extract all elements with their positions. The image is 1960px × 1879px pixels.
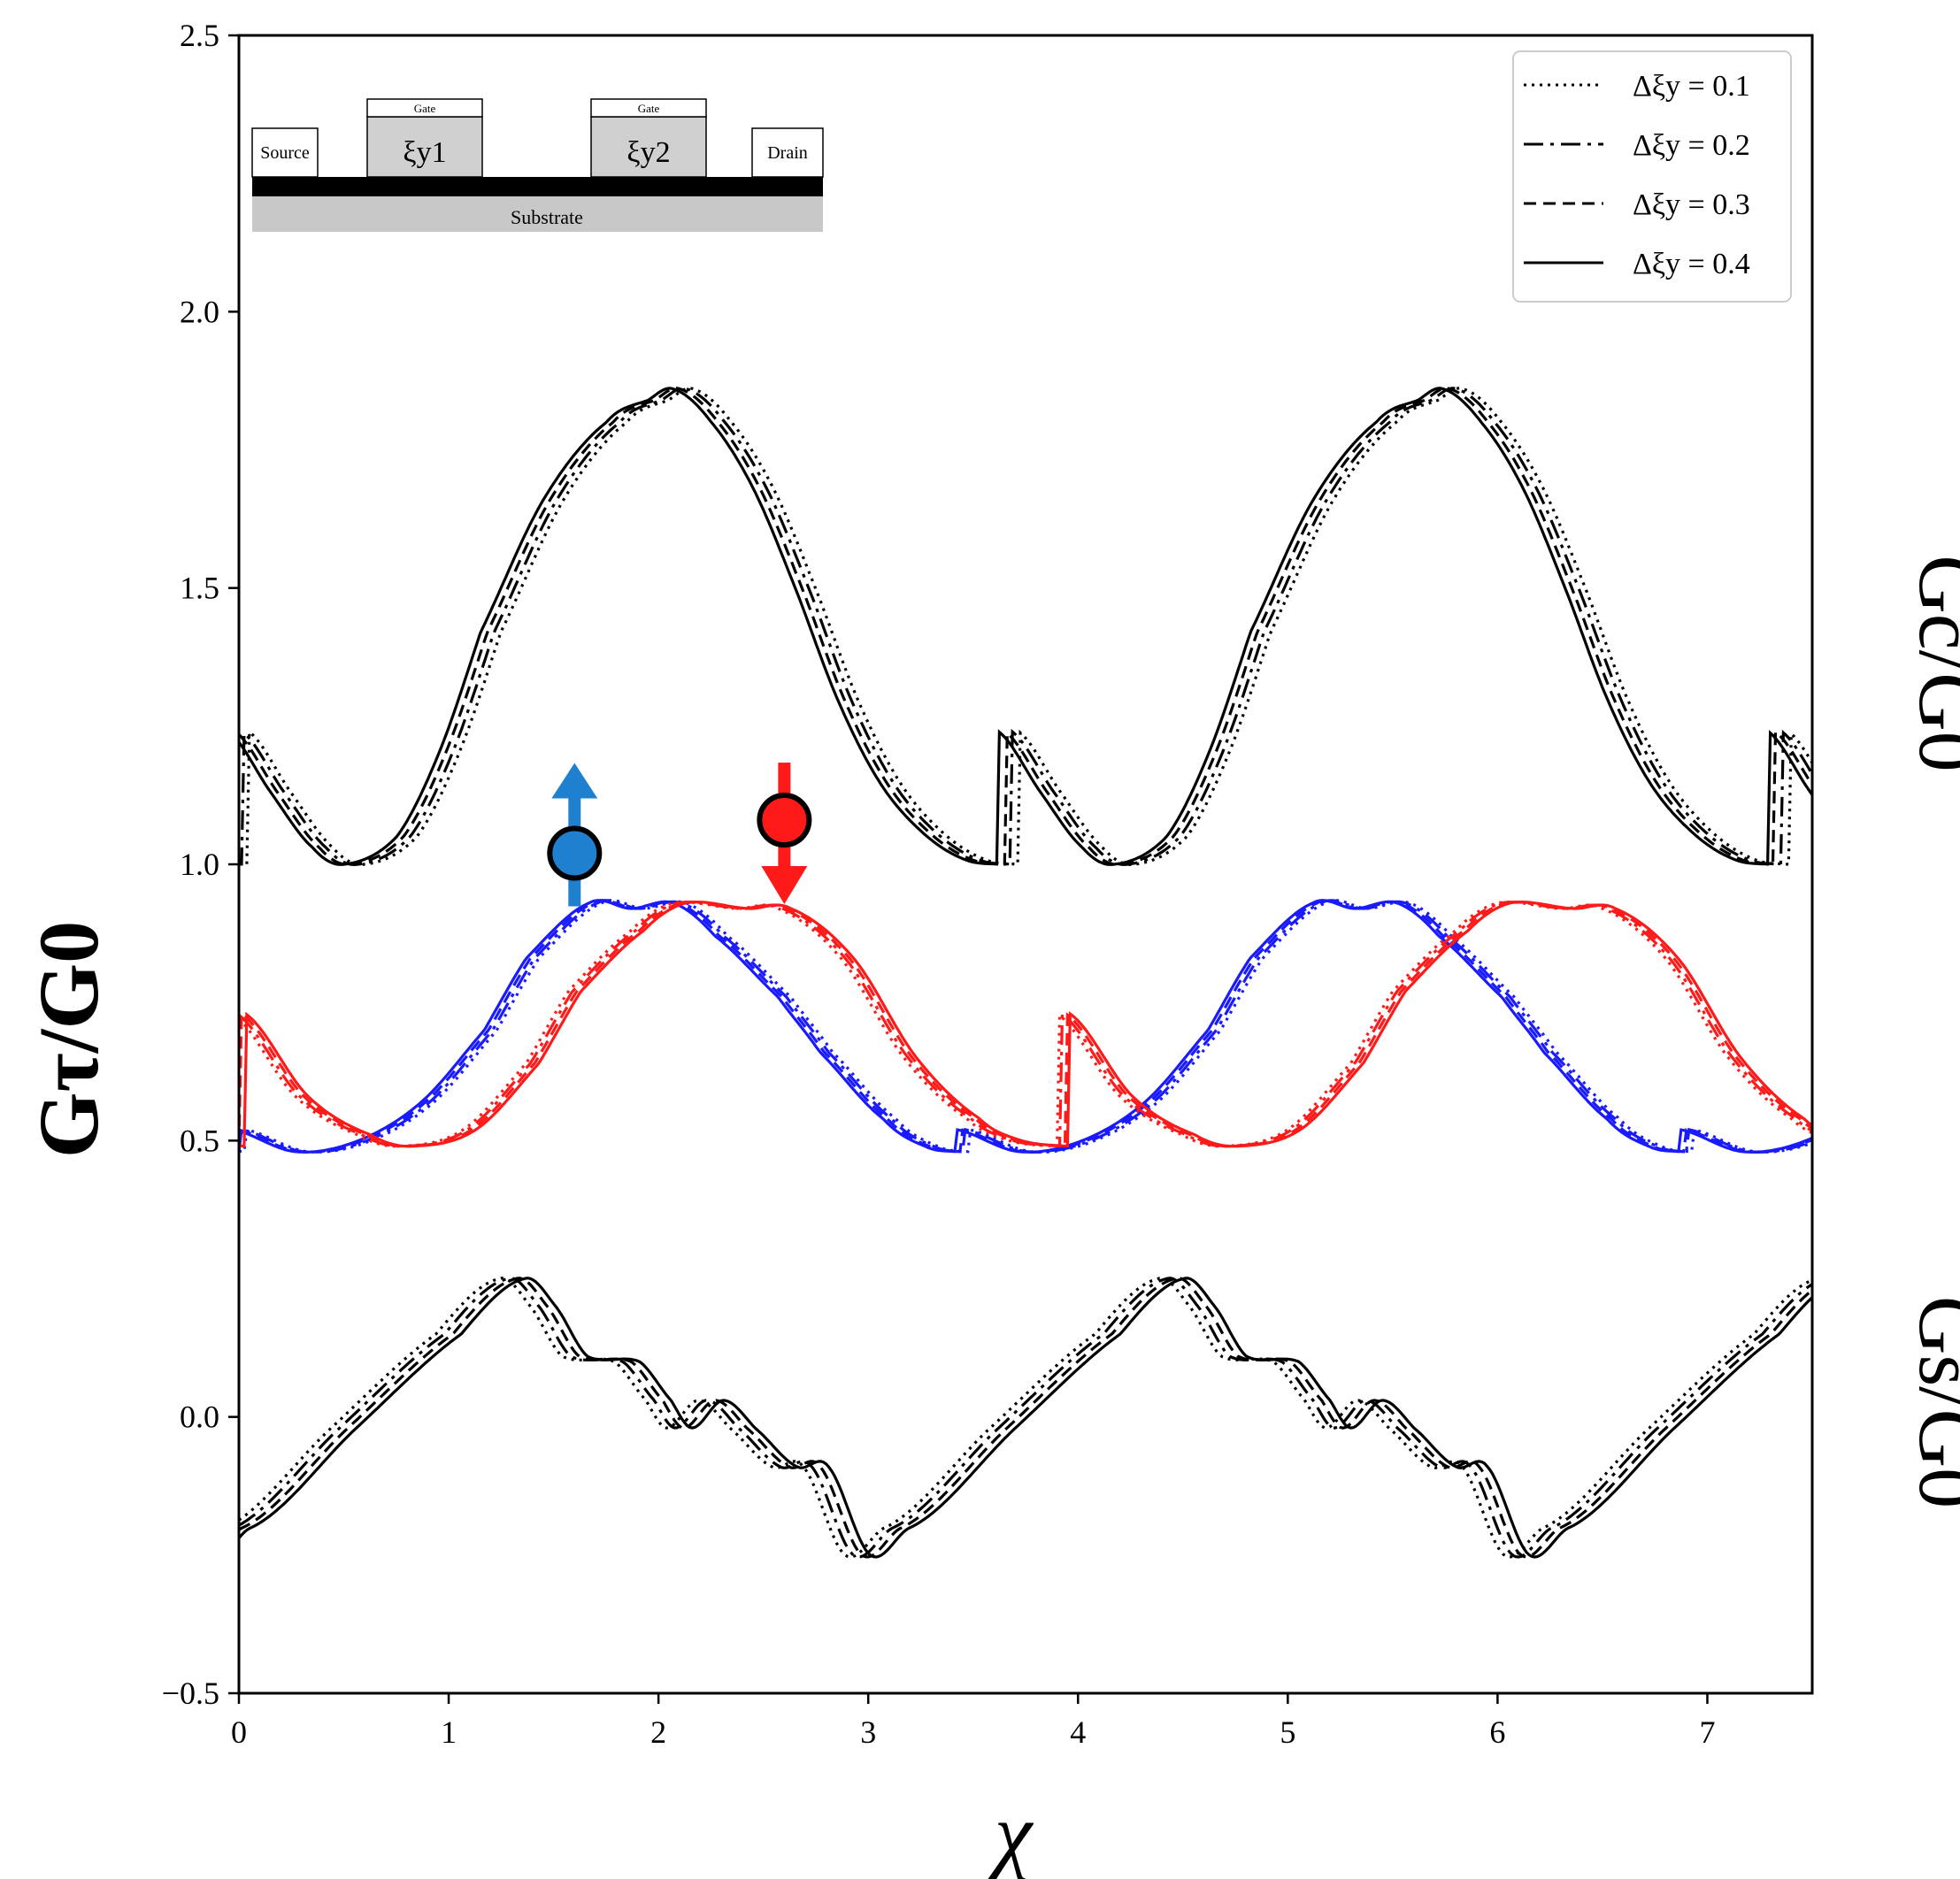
y-tick-label: −0.5 bbox=[162, 1676, 219, 1711]
legend-label-2: Δξy = 0.3 bbox=[1633, 188, 1750, 221]
series-lines bbox=[239, 387, 1812, 1559]
y-tick-label: 0.0 bbox=[180, 1400, 219, 1435]
inset-drain bbox=[751, 127, 824, 178]
right-label-gs: Gs/G0 bbox=[1902, 1296, 1960, 1508]
series-line bbox=[239, 387, 1812, 867]
series-line bbox=[239, 901, 1812, 1148]
legend: Δξy = 0.1 Δξy = 0.2 Δξy = 0.3 Δξy = 0.4 bbox=[1512, 50, 1792, 303]
x-tick-label: 5 bbox=[1280, 1714, 1295, 1750]
y-tick-label: 1.5 bbox=[180, 571, 219, 606]
x-tick-label: 3 bbox=[860, 1714, 876, 1750]
x-tick-label: 4 bbox=[1070, 1714, 1086, 1750]
inset-region-1 bbox=[366, 116, 483, 178]
inset-gate-2-label: Gate bbox=[638, 102, 660, 115]
x-axis-label: χ bbox=[988, 1786, 1034, 1879]
x-tick-label: 2 bbox=[650, 1714, 666, 1750]
series-line bbox=[239, 1277, 1812, 1559]
spin-up-marker bbox=[547, 825, 603, 881]
inset-substrate-label: Substrate bbox=[511, 206, 583, 228]
series-line bbox=[239, 899, 1812, 1154]
y-tick-label: 0.5 bbox=[180, 1123, 219, 1158]
series-line bbox=[239, 901, 1812, 1148]
series-line bbox=[239, 1277, 1812, 1559]
series-line bbox=[239, 899, 1812, 1154]
inset-source-label: Source bbox=[260, 143, 310, 163]
legend-box bbox=[1512, 50, 1792, 303]
inset-region-2 bbox=[590, 116, 707, 178]
inset-drain-label: Drain bbox=[767, 143, 808, 163]
spin-down-arrow-head bbox=[761, 866, 808, 905]
spin-markers bbox=[547, 763, 812, 907]
device-inset: Substrate Source Drain ξy1 Gate ξy2 Gate bbox=[251, 98, 824, 232]
inset-channel bbox=[252, 177, 823, 196]
inset-region-1-label: ξy1 bbox=[403, 136, 446, 169]
inset-gate-1-label: Gate bbox=[414, 102, 436, 115]
x-tick-label: 1 bbox=[441, 1714, 457, 1750]
inset-region-2-label: ξy2 bbox=[626, 136, 670, 169]
inset-gate-2 bbox=[590, 98, 707, 118]
legend-label-0: Δξy = 0.1 bbox=[1633, 70, 1750, 103]
y-tick-label: 2.5 bbox=[180, 18, 219, 53]
spin-up-arrow-head bbox=[551, 763, 598, 799]
series-line bbox=[239, 901, 1812, 1148]
legend-label-1: Δξy = 0.2 bbox=[1633, 129, 1750, 162]
y-tick-label: 1.0 bbox=[180, 847, 219, 882]
legend-label-3: Δξy = 0.4 bbox=[1633, 248, 1750, 280]
inset-source bbox=[251, 127, 319, 178]
x-tick-label: 0 bbox=[231, 1714, 247, 1750]
series-line bbox=[239, 899, 1812, 1154]
y-tick-label: 2.0 bbox=[180, 294, 219, 329]
series-line bbox=[239, 899, 1812, 1154]
series-line bbox=[239, 387, 1812, 866]
x-tick-label: 6 bbox=[1489, 1714, 1505, 1750]
axis-ticks: 0 1 2 3 4 5 6 7 −0.5 0.0 0.5 1.0 1.5 2.0 2.5 bbox=[162, 18, 1716, 1750]
series-line bbox=[239, 387, 1812, 867]
series-line bbox=[239, 1277, 1812, 1559]
series-line bbox=[239, 387, 1812, 867]
inset-gate-1 bbox=[366, 98, 483, 118]
y-axis-label: Gτ/G0 bbox=[21, 921, 116, 1158]
series-line bbox=[239, 1277, 1812, 1559]
x-tick-label: 7 bbox=[1699, 1714, 1715, 1750]
spin-down-marker bbox=[757, 793, 812, 848]
right-label-gc: Gc/G0 bbox=[1902, 555, 1960, 771]
series-line bbox=[239, 901, 1812, 1148]
